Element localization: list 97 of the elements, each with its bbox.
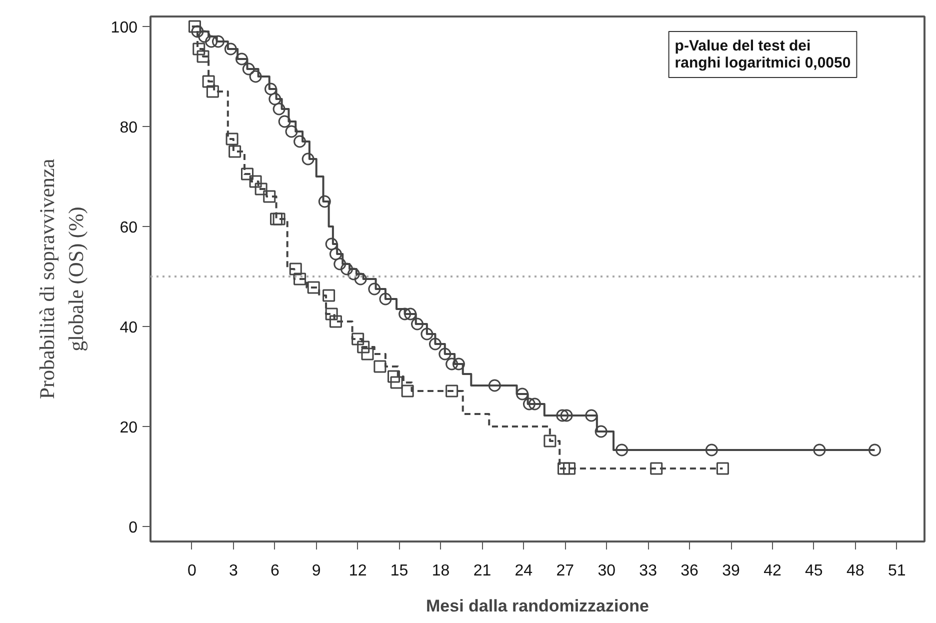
point: [560, 409, 573, 422]
x-tick-label: 33: [639, 562, 658, 580]
point: [289, 262, 302, 276]
x-tick-label: 39: [722, 562, 740, 580]
x-tick-label: 21: [473, 562, 492, 580]
point: [401, 384, 414, 398]
point: [318, 195, 331, 208]
x-tick-label: 6: [270, 562, 280, 580]
point: [390, 376, 403, 389]
point: [206, 85, 219, 98]
point: [446, 384, 458, 398]
y-tick-label: 0: [128, 520, 138, 536]
x-tick-label: 27: [556, 562, 574, 580]
point: [428, 338, 442, 350]
point: [224, 42, 237, 56]
x-tick-label: 3: [228, 562, 238, 580]
x-tick-label: 9: [312, 562, 321, 580]
point: [302, 152, 314, 166]
point: [249, 175, 262, 188]
point: [322, 289, 336, 302]
x-tick-label: 30: [598, 562, 616, 580]
x-tick-label: 42: [764, 562, 782, 580]
x-tick-label: 45: [805, 562, 823, 580]
point: [420, 328, 434, 340]
point: [488, 379, 501, 392]
point: [329, 248, 342, 260]
point: [558, 462, 570, 475]
point: [813, 444, 826, 456]
x-tick-label: 18: [432, 562, 450, 580]
point: [528, 398, 541, 410]
point: [254, 182, 268, 196]
point: [325, 238, 338, 250]
point: [270, 212, 283, 226]
point: [294, 135, 306, 148]
point: [228, 145, 242, 158]
point: [398, 308, 412, 320]
annotation: p-Value del test dei ranghi logaritmici 0,0050: [674, 38, 851, 72]
x-tick-label: 48: [846, 562, 864, 580]
point: [544, 434, 556, 448]
point: [212, 35, 224, 48]
point: [404, 308, 417, 320]
point: [285, 125, 298, 138]
point: [192, 42, 206, 56]
point: [196, 50, 210, 63]
point: [188, 20, 201, 33]
point: [334, 258, 346, 270]
point: [361, 348, 374, 360]
point: [202, 75, 215, 88]
point: [411, 318, 424, 330]
x-axis-title: Mesi dalla randomizzazione: [426, 596, 649, 616]
point: [272, 212, 286, 226]
point: [226, 132, 238, 146]
point: [705, 444, 718, 456]
point: [268, 92, 282, 106]
point: [278, 115, 291, 128]
point: [522, 398, 536, 410]
x-tick-label: 0: [188, 562, 197, 580]
point: [249, 70, 262, 83]
point: [235, 52, 248, 66]
point: [563, 462, 576, 475]
point: [263, 190, 276, 203]
point: [452, 358, 465, 370]
point: [516, 388, 529, 400]
point: [594, 425, 608, 438]
point: [307, 281, 320, 294]
point: [294, 272, 306, 286]
point: [716, 462, 729, 475]
point: [329, 315, 342, 328]
x-tick-label: 24: [514, 562, 533, 580]
point: [616, 444, 628, 456]
point: [272, 102, 286, 116]
x-tick-label: 36: [680, 562, 699, 580]
point: [556, 409, 569, 422]
x-tick-label: 51: [888, 562, 906, 580]
x-tick-label: 12: [348, 562, 367, 580]
point: [357, 340, 370, 354]
y-tick-label: 40: [120, 320, 138, 336]
y-tick-label: 60: [120, 220, 138, 236]
point: [446, 358, 458, 370]
point: [650, 462, 663, 475]
x-tick-label: 15: [390, 562, 408, 580]
point: [368, 282, 381, 296]
point: [379, 292, 392, 306]
y-axis-title: Probabilità di sopravvivenza globale (OS) (%): [35, 158, 88, 400]
point: [352, 332, 364, 346]
point: [585, 409, 598, 422]
point: [242, 62, 255, 76]
point: [374, 360, 386, 373]
point: [388, 370, 400, 383]
point: [868, 444, 881, 456]
y-tick-label: 20: [120, 420, 138, 436]
y-tick-label: 80: [120, 120, 138, 136]
point: [438, 348, 452, 360]
point: [241, 168, 254, 180]
point: [264, 82, 277, 96]
y-tick-label: 100: [110, 20, 138, 36]
point: [325, 308, 338, 320]
